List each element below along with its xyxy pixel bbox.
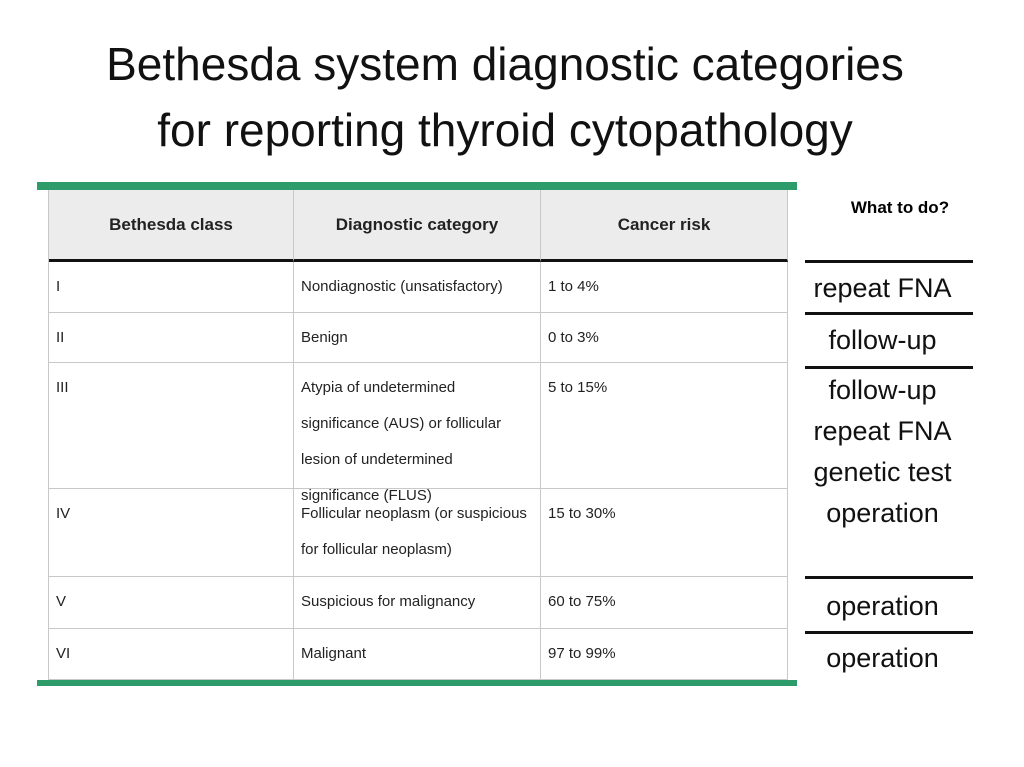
table: Bethesda class Diagnostic category Cancer … <box>48 190 788 680</box>
table-cell: II <box>49 313 294 363</box>
separator <box>805 260 973 263</box>
table-cell: Follicular neoplasm (or suspicious for f… <box>294 489 541 577</box>
table-cell: Benign <box>294 313 541 363</box>
table-cell: VI <box>49 629 294 680</box>
table-cell: Atypia of undetermined significance (AUS… <box>294 363 541 504</box>
header-cell: Diagnostic category <box>294 190 541 262</box>
table-top-bar <box>37 182 797 190</box>
action-text: operation <box>826 643 939 673</box>
table-bottom-bar <box>37 680 797 686</box>
actions-heading: What to do? <box>850 198 950 217</box>
separator <box>805 631 973 634</box>
table-cell: III <box>49 363 294 489</box>
table-cell: IV <box>49 489 294 577</box>
title-line: Bethesda system diagnostic categories <box>106 38 904 90</box>
table-cell: Suspicious for malignancy <box>294 577 541 629</box>
table-cell: 97 to 99% <box>541 629 788 680</box>
action-text: repeat FNA <box>813 273 952 303</box>
title-line: for reporting thyroid cytopathology <box>157 104 853 156</box>
table-cell: Malignant <box>294 629 541 680</box>
action-text: follow-up <box>828 375 937 405</box>
header-cell: Bethesda class <box>49 190 294 262</box>
table-cell: 0 to 3% <box>541 313 788 363</box>
table-cell: Nondiagnostic (unsatisfactory) <box>294 262 541 313</box>
table-cell: 15 to 30% <box>541 489 788 577</box>
header-cell: Cancer risk <box>541 190 788 262</box>
action-text: repeat FNA <box>813 416 952 446</box>
separator <box>805 576 973 579</box>
table-cell: 5 to 15% <box>541 363 788 489</box>
table-cell: I <box>49 262 294 313</box>
separator <box>805 366 973 369</box>
action-text: operation <box>826 591 939 621</box>
separator <box>805 312 973 315</box>
table-cell: V <box>49 577 294 629</box>
action-text: genetic test <box>813 457 952 487</box>
action-text: operation <box>826 498 939 528</box>
action-text: follow-up <box>828 325 937 355</box>
table-cell: 60 to 75% <box>541 577 788 629</box>
table-cell: 1 to 4% <box>541 262 788 313</box>
